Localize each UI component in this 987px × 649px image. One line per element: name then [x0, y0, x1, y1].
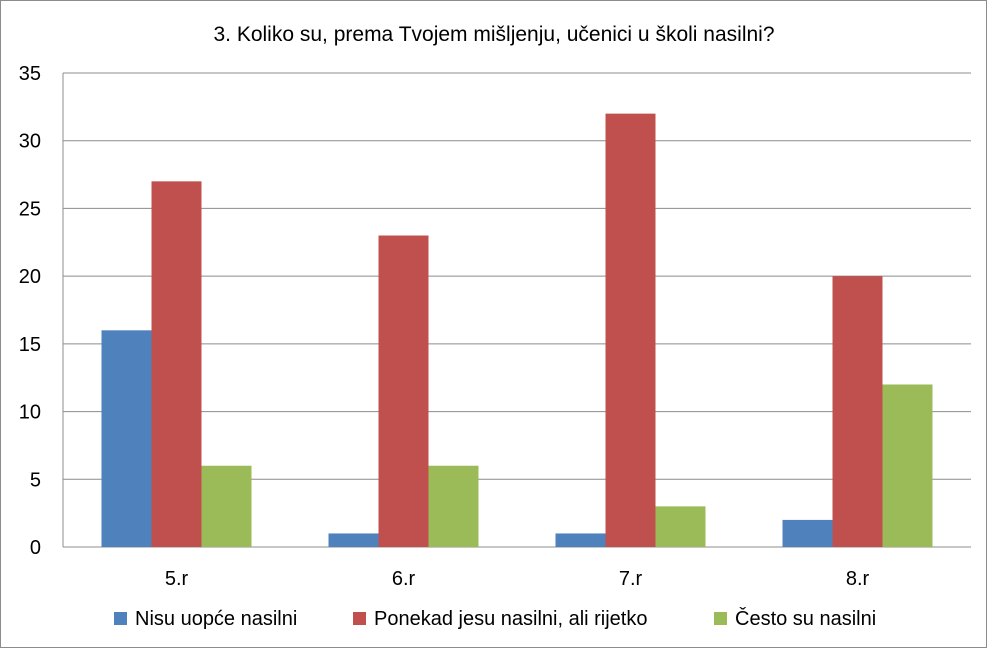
y-tick-labels: 0 5 10 15 20 25 30 35 [19, 63, 41, 559]
legend-label-1: Ponekad jesu nasilni, ali rijetko [374, 608, 648, 630]
legend-swatch-2 [714, 612, 727, 625]
y-tick-label-15: 15 [19, 334, 41, 356]
bar-8r-series-2 [882, 384, 933, 547]
y-tick-label-25: 25 [19, 198, 41, 220]
bar-5r-series-1 [151, 181, 202, 548]
bar-6r-series-2 [428, 465, 479, 547]
bar-6r-series-1 [378, 235, 429, 547]
legend-swatch-0 [114, 612, 127, 625]
legend-label-2: Često su nasilni [735, 607, 876, 630]
y-tick-label-20: 20 [19, 266, 41, 288]
chart-title: 3. Koliko su, prema Tvojem mišljenju, uč… [213, 23, 774, 46]
legend-swatch-1 [353, 612, 366, 625]
bars [101, 113, 933, 548]
bar-8r-series-1 [832, 276, 883, 547]
x-tick-labels: 5.r 6.r 7.r 8.r [165, 568, 870, 590]
bar-6r-series-0 [328, 533, 379, 547]
x-tick-label-7r: 7.r [619, 568, 643, 590]
legend: Nisu uopće nasilni Ponekad jesu nasilni, … [114, 607, 876, 630]
bar-7r-series-0 [555, 533, 606, 547]
y-tick-label-0: 0 [30, 537, 41, 559]
bar-7r-series-2 [655, 506, 706, 547]
bar-7r-series-1 [605, 113, 656, 547]
y-tick-label-10: 10 [19, 402, 41, 424]
y-tick-label-5: 5 [30, 469, 41, 491]
y-tick-label-35: 35 [19, 63, 41, 85]
bar-5r-series-0 [101, 330, 152, 547]
legend-label-0: Nisu uopće nasilni [135, 608, 297, 630]
x-tick-label-5r: 5.r [165, 568, 189, 590]
y-tick-label-30: 30 [19, 131, 41, 153]
x-tick-label-6r: 6.r [392, 568, 416, 590]
bar-8r-series-0 [782, 519, 833, 547]
x-tick-label-8r: 8.r [846, 568, 870, 590]
bar-5r-series-2 [201, 465, 252, 547]
